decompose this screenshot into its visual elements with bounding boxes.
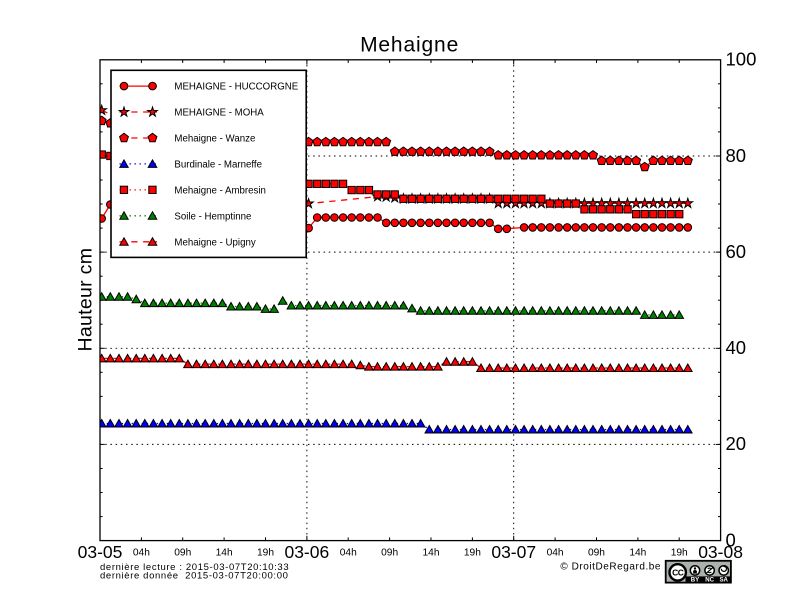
svg-text:dernière lecture : 2015-03-07T: dernière lecture : 2015-03-07T20:10:33 [100,562,289,573]
svg-text:19h: 19h [257,547,274,558]
svg-text:MEHAIGNE - MOHA: MEHAIGNE - MOHA [174,108,264,119]
svg-text:Mehaigne - Wanze: Mehaigne - Wanze [174,134,255,145]
svg-text:19h: 19h [464,547,481,558]
svg-text:14h: 14h [216,547,233,558]
svg-text:03-05: 03-05 [78,542,123,562]
svg-text:NC: NC [705,577,714,584]
svg-text:19h: 19h [671,547,688,558]
svg-text:09h: 09h [381,547,398,558]
svg-text:04h: 04h [133,547,150,558]
svg-text:MEHAIGNE - HUCCORGNE: MEHAIGNE - HUCCORGNE [174,82,298,93]
svg-text:dernière donnée 2015-03-07T20: dernière donnée 2015-03-07T20:00:00 [100,570,289,581]
svg-text:BY: BY [691,577,699,584]
svg-text:© DroitDeRegard.be: © DroitDeRegard.be [560,561,661,572]
svg-text:14h: 14h [422,547,439,558]
svg-text:04h: 04h [340,547,357,558]
svg-text:04h: 04h [547,547,564,558]
svg-text:09h: 09h [174,547,191,558]
svg-text:100: 100 [726,49,757,70]
svg-text:40: 40 [726,337,747,358]
svg-text:60: 60 [726,241,747,262]
svg-text:0: 0 [726,529,736,550]
svg-text:03-08: 03-08 [698,542,743,562]
svg-text:Mehaigne: Mehaigne [360,34,459,57]
svg-text:20: 20 [726,433,747,454]
svg-text:Mehaigne - Upigny: Mehaigne - Upigny [174,237,255,248]
svg-text:80: 80 [726,145,747,166]
svg-text:Mehaigne - Ambresin: Mehaigne - Ambresin [174,186,266,197]
svg-text:Burdinale - Marneffe: Burdinale - Marneffe [174,160,262,171]
svg-text:03-07: 03-07 [491,542,536,562]
svg-text:14h: 14h [629,547,646,558]
svg-text:03-06: 03-06 [284,542,329,562]
svg-text:CC: CC [672,568,684,578]
svg-text:09h: 09h [588,547,605,558]
svg-text:Soile - Hemptinne: Soile - Hemptinne [174,211,251,222]
svg-text:Hauteur cm: Hauteur cm [75,248,97,352]
svg-text:SA: SA [719,577,728,584]
